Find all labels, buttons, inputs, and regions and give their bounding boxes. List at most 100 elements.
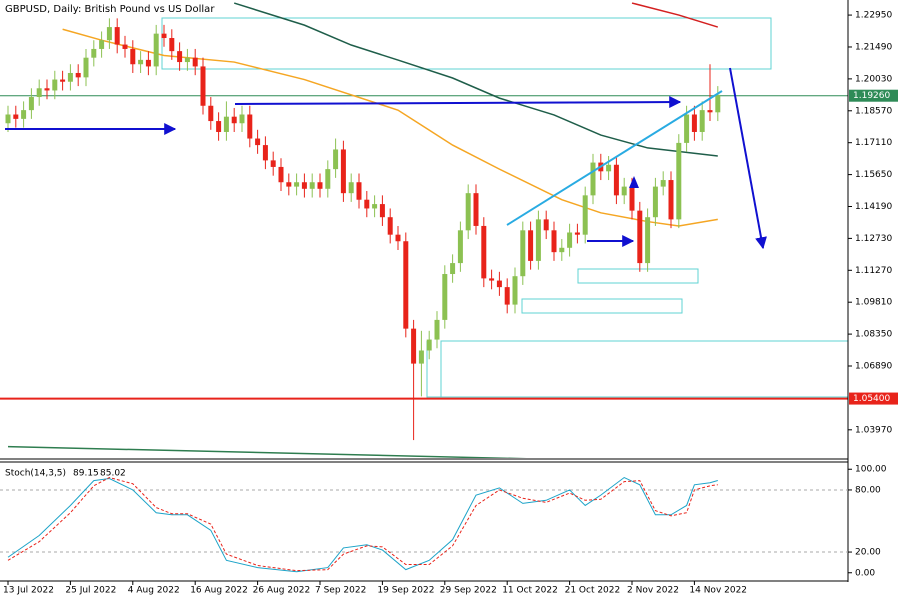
- annotations: [5, 67, 767, 250]
- y-tick-label: 1.08350: [855, 330, 892, 340]
- candle-body: [395, 234, 401, 242]
- candle-body: [489, 278, 495, 281]
- y-tick-label: 1.03970: [855, 425, 892, 435]
- x-tick-label: 7 Sep 2022: [315, 586, 366, 596]
- candle-body: [325, 169, 331, 189]
- price-label-box: [849, 392, 898, 405]
- candle-body: [473, 193, 479, 226]
- candle-body: [60, 79, 66, 82]
- candle-body: [223, 116, 229, 132]
- candle-body: [387, 217, 393, 235]
- candle-body: [340, 149, 346, 194]
- candle-body: [192, 57, 198, 67]
- candle-body: [613, 164, 619, 196]
- candle-body: [481, 225, 487, 279]
- indicator-value: 89.15: [73, 469, 99, 479]
- indicator-title: Stoch(14,3,5): [5, 469, 66, 479]
- candle-body: [52, 79, 58, 91]
- y-tick-label: 1.12730: [855, 234, 892, 244]
- candle-body: [67, 72, 73, 82]
- candle-body: [200, 66, 206, 106]
- candle-body: [333, 149, 339, 170]
- candle-body: [637, 210, 643, 264]
- y-tick-label: 1.09810: [855, 298, 892, 308]
- candle-body: [496, 280, 502, 288]
- candle-body: [372, 204, 378, 209]
- candle-body: [465, 193, 471, 231]
- candle-body: [411, 328, 417, 364]
- y-tick-label: 1.15650: [855, 170, 892, 180]
- x-tick-label: 21 Oct 2022: [565, 586, 621, 596]
- candle-body: [216, 121, 222, 132]
- candle-body: [691, 114, 697, 132]
- candle-body: [715, 94, 721, 113]
- candle-body: [450, 263, 456, 275]
- candle-body: [161, 33, 167, 39]
- moving-average: [233, 2, 718, 157]
- zone-line: [440, 340, 848, 397]
- candle-body: [348, 182, 354, 194]
- candle-body: [177, 51, 183, 63]
- candle-body: [99, 40, 105, 49]
- y-tick-label: 1.22950: [855, 11, 892, 21]
- x-tick-label: 29 Sep 2022: [440, 586, 497, 596]
- candle-body: [44, 88, 50, 91]
- stoch-line: [7, 476, 718, 572]
- candle-body: [153, 33, 159, 67]
- price-label-box: [849, 89, 898, 102]
- candle-body: [239, 114, 245, 124]
- y-tick-label: 1.18570: [855, 106, 892, 116]
- candle-body: [5, 114, 11, 124]
- candle-body: [676, 142, 682, 220]
- arrow: [729, 67, 767, 250]
- candle-body: [317, 182, 323, 189]
- x-tick-label: 4 Aug 2022: [128, 586, 180, 596]
- candle-body: [543, 219, 549, 231]
- candle-body: [621, 186, 627, 196]
- candle-body: [184, 57, 190, 63]
- candle-body: [684, 114, 690, 143]
- candle-body: [301, 182, 307, 189]
- price-panel: [0, 2, 848, 458]
- candle-body: [652, 186, 658, 218]
- y-tick-label: 80.00: [855, 485, 881, 495]
- candle-body: [457, 230, 463, 264]
- candle-body: [567, 232, 573, 248]
- candle-body: [356, 182, 362, 200]
- candle-body: [426, 339, 432, 351]
- candle-body: [247, 114, 253, 139]
- candle-body: [699, 110, 705, 132]
- candle-body: [83, 57, 89, 78]
- x-tick-label: 16 Aug 2022: [190, 586, 248, 596]
- y-tick-label: 1.17110: [855, 138, 892, 148]
- candle-body: [262, 145, 268, 161]
- y-tick-label: 20.00: [855, 548, 881, 558]
- stoch-line: [7, 476, 718, 573]
- price-label: 1.05400: [853, 394, 890, 404]
- candle-body: [231, 116, 237, 124]
- candle-body: [660, 180, 666, 187]
- candle-body: [106, 27, 112, 41]
- candle-body: [91, 48, 97, 58]
- candle-body: [590, 162, 596, 196]
- moving-average: [7, 445, 527, 458]
- candle-body: [668, 180, 674, 220]
- candle-body: [122, 44, 128, 49]
- candle-body: [582, 195, 588, 235]
- arrow: [234, 96, 682, 109]
- arrow: [629, 176, 639, 188]
- x-tick-label: 11 Oct 2022: [502, 586, 558, 596]
- candle-body: [13, 114, 19, 119]
- x-tick-label: 14 Nov 2022: [689, 586, 747, 596]
- x-tick-label: 13 Jul 2022: [3, 586, 54, 596]
- y-tick-label: 1.06890: [855, 362, 892, 372]
- chart-title: GBPUSD, Daily: British Pound vs US Dolla…: [5, 4, 215, 15]
- candle-body: [629, 186, 635, 211]
- y-tick-label: 1.11270: [855, 266, 892, 276]
- zone-box: [577, 268, 699, 284]
- candle-body: [286, 182, 292, 187]
- candle-body: [309, 182, 315, 189]
- candle-body: [278, 166, 284, 183]
- candle-body: [130, 48, 136, 65]
- candle-body: [559, 247, 565, 253]
